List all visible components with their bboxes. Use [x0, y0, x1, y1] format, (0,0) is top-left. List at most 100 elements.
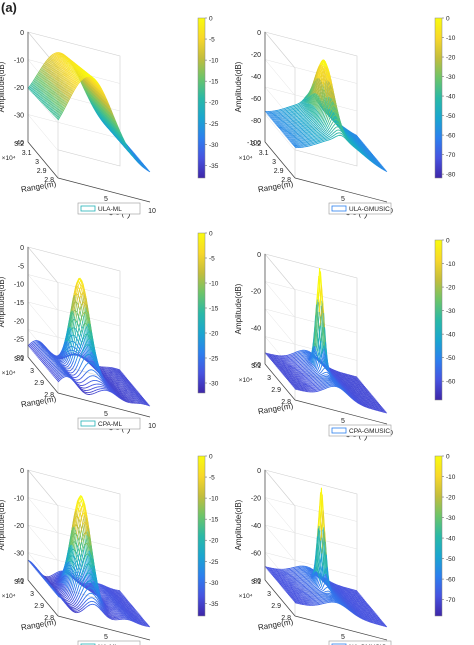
surface-line [296, 127, 300, 129]
surface-line [93, 85, 97, 91]
surface-line [97, 91, 102, 98]
surface-line [51, 62, 55, 66]
surface-line [295, 115, 299, 118]
surface-line [53, 98, 57, 104]
surface-line [318, 100, 322, 113]
surface-line [72, 68, 76, 71]
surface-line [62, 57, 66, 60]
surface-line [292, 115, 296, 117]
surface-line [298, 115, 302, 118]
surface-line [107, 113, 111, 119]
surface-line [102, 92, 106, 99]
surface-line [369, 152, 373, 155]
surface-line [308, 127, 312, 130]
surface-line [42, 76, 47, 81]
surface-line [288, 124, 292, 126]
surface-line [49, 88, 53, 94]
surface-line [311, 116, 315, 122]
surface-line [300, 105, 304, 109]
surface-line [72, 75, 76, 79]
surface-line [311, 82, 315, 95]
surface-line [318, 64, 322, 79]
surface-line [50, 61, 54, 66]
surface-line [119, 374, 122, 377]
surface-line [292, 104, 296, 107]
surface-line [291, 107, 295, 110]
surface-line [94, 91, 98, 97]
surface-line [303, 118, 307, 120]
surface-line [281, 368, 285, 370]
surface-line [84, 80, 88, 86]
surface-line [92, 383, 95, 386]
surface-line [306, 110, 310, 115]
surface-line [37, 77, 41, 82]
surface-line [308, 119, 312, 122]
surface-line [293, 112, 296, 115]
surface-line [41, 69, 45, 74]
surface-line [84, 383, 87, 386]
surface-line [290, 109, 294, 111]
surface-line [305, 127, 309, 129]
surface-line [75, 369, 79, 374]
surface-line [58, 63, 62, 67]
surface-line [79, 371, 83, 376]
surface-line [100, 381, 104, 384]
surface-line [295, 111, 299, 114]
surface-line [304, 356, 308, 358]
surface-line [38, 96, 42, 101]
surface-line [58, 110, 62, 115]
surface-line [89, 89, 93, 96]
surface-line [331, 110, 335, 119]
surface-line [306, 141, 309, 144]
surface-line [62, 94, 66, 100]
surface-line [305, 96, 309, 104]
surface-line [71, 84, 75, 89]
surface-line [316, 96, 320, 110]
surface-line [295, 104, 299, 107]
z-axis-title: Amplitude(dB) [0, 61, 6, 112]
surface-line [329, 78, 333, 85]
surface-line [313, 125, 316, 128]
colorbar-tick-label: 0 [209, 16, 213, 23]
surface-line [315, 95, 319, 109]
surface-line [301, 140, 305, 142]
surface-line [92, 392, 95, 395]
surface-line [78, 76, 82, 80]
surface-line [56, 95, 60, 101]
surface-line [293, 129, 296, 132]
surface-line [104, 103, 108, 110]
surface-line [320, 68, 325, 82]
surface-line [68, 76, 72, 81]
surface-line [29, 81, 33, 86]
surface-line [43, 95, 47, 100]
surface-line [94, 92, 99, 98]
surface-line [58, 68, 62, 72]
surface-line [96, 96, 100, 103]
surface-line [301, 132, 304, 135]
surface-line [135, 159, 139, 164]
surface-line [116, 371, 120, 374]
legend-label: ULA-GMUSIC [349, 206, 390, 213]
surface-line [55, 66, 59, 70]
surface-line [116, 125, 120, 132]
surface-line [299, 109, 303, 112]
surface-line [288, 120, 291, 123]
surface-line [287, 119, 291, 122]
surface-line [56, 72, 61, 76]
surface-line [126, 401, 130, 403]
surface-line [93, 90, 97, 97]
surface-line [35, 87, 39, 92]
surface-line [41, 99, 45, 104]
surface-line [61, 62, 65, 65]
surface-line [31, 88, 35, 93]
surface-line [96, 100, 101, 106]
surface-line [321, 89, 325, 104]
colorbar-tick-label: -10 [209, 281, 219, 288]
surface-line [302, 124, 306, 126]
surface-line [100, 103, 104, 110]
surface-line [60, 65, 64, 69]
surface-line [284, 116, 288, 118]
surface-line [320, 86, 324, 102]
surface-line [39, 79, 43, 84]
surface-line [334, 114, 338, 124]
